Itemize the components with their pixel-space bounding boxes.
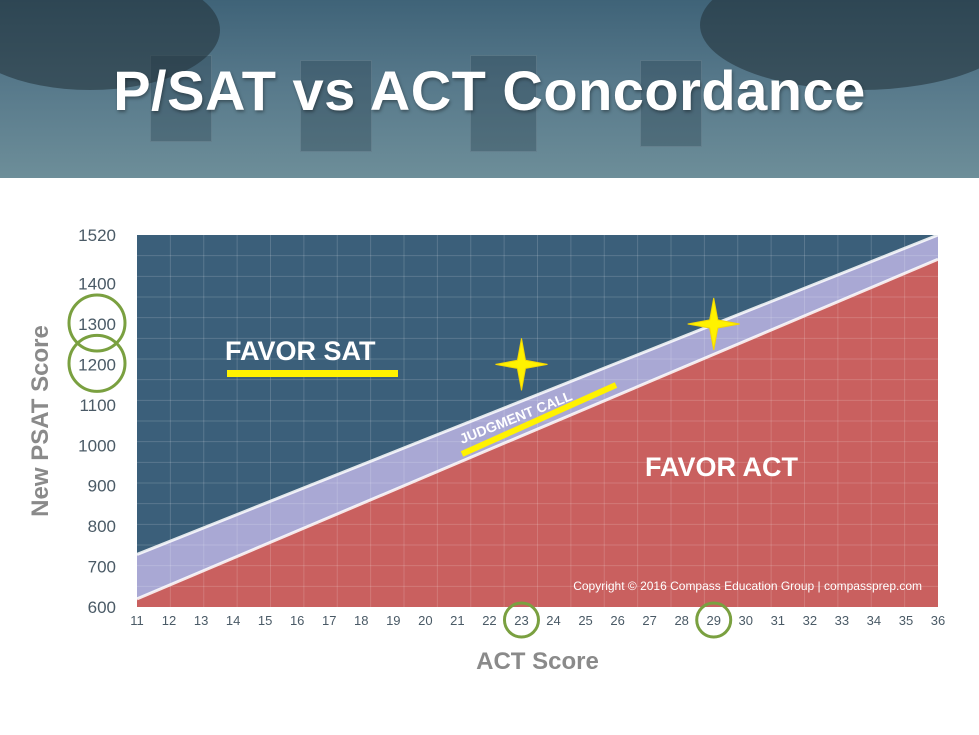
favor-sat-underline <box>227 370 398 377</box>
x-tick-highlight-circle <box>502 601 540 639</box>
title-banner: P/SAT vs ACT Concordance <box>0 0 979 178</box>
x-axis-title: ACT Score <box>476 648 599 675</box>
band-lower-edge <box>136 257 939 601</box>
x-tick-label: 12 <box>162 613 176 628</box>
y-tick-highlight-circle <box>67 333 127 393</box>
slide-title: P/SAT vs ACT Concordance <box>113 59 866 122</box>
x-tick-label: 35 <box>899 613 913 628</box>
y-tick-highlight-circle <box>67 293 127 353</box>
favor-sat-label: FAVOR SAT <box>225 336 376 366</box>
x-tick-label: 23 <box>514 613 528 628</box>
x-tick-label: 17 <box>322 613 336 628</box>
y-tick-label: 1000 <box>78 436 116 455</box>
judgment-call-underline <box>460 382 618 457</box>
background-window <box>300 60 372 152</box>
x-tick-label: 11 <box>130 613 144 628</box>
y-tick-label: 1400 <box>78 275 116 294</box>
x-tick-label: 33 <box>835 613 849 628</box>
background-window <box>470 55 537 152</box>
x-tick-label: 13 <box>194 613 208 628</box>
x-tick-label: 36 <box>931 613 945 628</box>
x-tick-label: 26 <box>610 613 624 628</box>
favor-act-label: FAVOR ACT <box>645 452 799 482</box>
x-tick-label: 18 <box>354 613 368 628</box>
x-tick-label: 27 <box>642 613 656 628</box>
background-window <box>640 60 702 147</box>
y-tick-label: 1200 <box>78 355 116 374</box>
favor-act-region <box>137 259 938 607</box>
x-tick-label: 32 <box>803 613 817 628</box>
x-tick-label: 19 <box>386 613 400 628</box>
x-tick-highlight-circle <box>695 601 733 639</box>
y-tick-label: 1100 <box>79 396 116 415</box>
highlight-star-marker <box>495 338 548 391</box>
x-tick-label: 22 <box>482 613 496 628</box>
highlight-star-marker <box>687 297 740 351</box>
x-tick-label: 30 <box>739 613 753 628</box>
x-tick-label: 24 <box>546 613 560 628</box>
x-tick-label: 14 <box>226 613 240 628</box>
x-tick-label: 25 <box>578 613 592 628</box>
band-upper-edge <box>136 233 939 556</box>
y-tick-label: 800 <box>88 517 116 536</box>
x-tick-label: 20 <box>418 613 432 628</box>
y-axis-title: New PSAT Score <box>27 325 54 517</box>
x-tick-label: 31 <box>771 613 785 628</box>
y-tick-label: 600 <box>88 598 116 617</box>
x-tick-label: 28 <box>674 613 688 628</box>
y-tick-label: 1520 <box>78 226 116 245</box>
copyright-annotation: Copyright © 2016 Compass Education Group… <box>573 579 922 593</box>
x-tick-label: 16 <box>290 613 304 628</box>
y-tick-label: 1300 <box>78 315 116 334</box>
x-tick-label: 34 <box>867 613 881 628</box>
y-tick-label: 900 <box>88 477 116 496</box>
x-tick-label: 21 <box>450 613 464 628</box>
x-tick-label: 29 <box>706 613 720 628</box>
x-tick-label: 15 <box>258 613 272 628</box>
y-tick-label: 700 <box>88 558 116 577</box>
